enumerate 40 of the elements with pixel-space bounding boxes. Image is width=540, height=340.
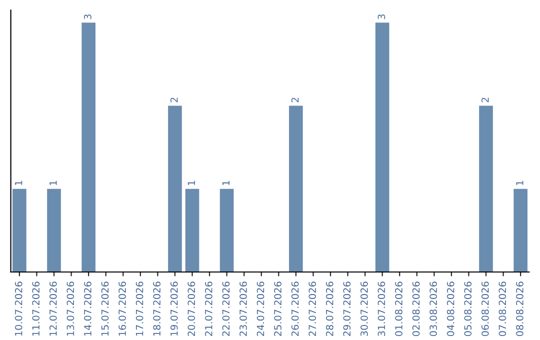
x-tick-label: 23.07.2026 [240,282,247,336]
x-tick-label: 11.07.2026 [32,282,40,336]
data-label: 2 [170,98,178,102]
x-tick-label: 29.07.2026 [343,282,351,336]
x-tick-label: 27.07.2026 [308,282,316,336]
data-label: 3 [378,14,386,20]
x-tick-label: 20.07.2026 [188,282,196,336]
x-tick-label: 25.07.2026 [274,282,282,336]
x-tick-label: 10.07.2026 [14,282,22,336]
x-tick-label: 30.07.2026 [360,282,368,336]
x-tick-label: 18.07.2026 [153,282,160,336]
x-tick-label: 16.07.2026 [118,282,126,336]
x-tick-label: 06.08.2026 [481,282,489,336]
x-tick-label: 12.07.2026 [49,282,57,336]
data-label: 1 [222,180,230,186]
x-tick-label: 07.08.2026 [498,282,506,336]
x-tick-label: 04.08.2026 [446,282,454,336]
data-label: 1 [188,180,195,186]
x-tick-label: 31.07.2026 [378,282,386,336]
x-tick-label: 08.08.2026 [516,282,524,336]
x-tick-label: 28.07.2026 [326,282,334,336]
x-tick-label: 22.07.2026 [222,282,230,336]
x-tick-label: 19.07.2026 [170,282,178,336]
x-tick-label: 15.07.2026 [101,282,109,336]
x-tick-label: 02.08.2026 [412,282,420,336]
data-label: 1 [516,180,524,186]
x-tick-label: 05.08.2026 [464,282,472,336]
data-label: 2 [291,98,299,102]
data-label: 2 [481,98,489,102]
x-tick-label: 14.07.2026 [84,282,92,336]
data-label: 3 [84,14,92,20]
x-tick-label: 17.07.2026 [136,282,144,336]
data-label: 1 [15,180,22,186]
x-tick-label: 13.07.2026 [66,282,74,336]
x-tick-label: 26.07.2026 [291,282,299,336]
data-label: 1 [50,180,57,186]
x-tick-label: 03.08.2026 [430,282,437,336]
x-tick-label: 24.07.2026 [256,282,264,336]
x-tick-label: 21.07.2026 [204,282,212,336]
x-tick-label: 01.08.2026 [395,282,402,336]
